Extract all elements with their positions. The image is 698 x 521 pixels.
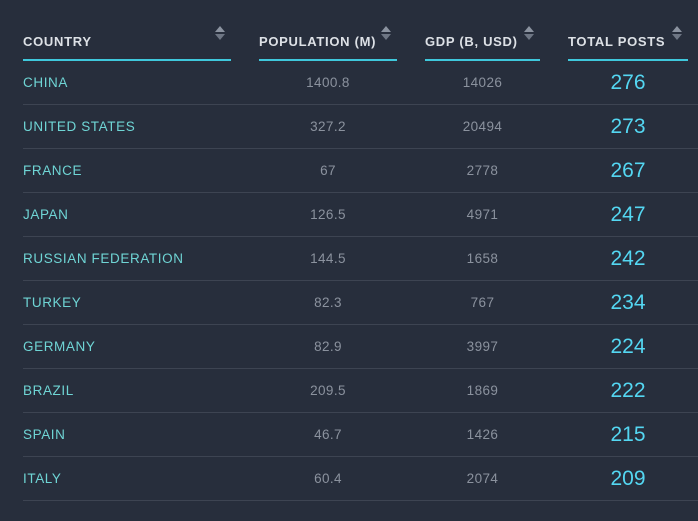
total-posts-cell: 209 [610,466,646,490]
gdp-cell: 1426 [466,427,499,442]
total-posts-cell: 242 [610,246,646,270]
country-cell: TURKEY [23,295,82,310]
table-row-germany: GERMANY 82.9 3997 224 [23,325,698,369]
total-posts-cell: 276 [610,70,646,94]
table-row-italy: ITALY 60.4 2074 209 [23,457,698,501]
gdp-cell: 14026 [462,75,503,90]
gdp-cell: 20494 [462,119,503,134]
sort-icon[interactable] [215,26,225,40]
population-cell: 82.3 [314,295,342,310]
country-cell: BRAZIL [23,383,74,398]
total-posts-cell: 273 [610,114,646,138]
table-row-united-states: UNITED STATES 327.2 20494 273 [23,105,698,149]
gdp-cell: 3997 [466,339,499,354]
country-cell: RUSSIAN FEDERATION [23,251,184,266]
column-header-country[interactable]: COUNTRY [23,26,231,61]
total-posts-cell: 234 [610,290,646,314]
population-cell: 1400.8 [306,75,350,90]
country-cell: FRANCE [23,163,83,178]
country-cell: ITALY [23,471,62,486]
population-cell: 82.9 [314,339,342,354]
table-row-spain: SPAIN 46.7 1426 215 [23,413,698,457]
population-cell: 46.7 [314,427,342,442]
column-header-country-label: COUNTRY [23,34,92,49]
column-header-gdp-label: GDP (B, USD) [425,34,518,49]
population-cell: 209.5 [310,383,346,398]
country-cell: GERMANY [23,339,96,354]
population-cell: 126.5 [310,207,346,222]
country-cell: JAPAN [23,207,69,222]
gdp-cell: 1658 [466,251,499,266]
gdp-cell: 1869 [466,383,499,398]
column-header-population[interactable]: POPULATION (M) [259,26,397,61]
column-header-total-posts-label: TOTAL POSTS [568,34,666,49]
gdp-cell: 2074 [466,471,499,486]
sort-icon[interactable] [524,26,534,40]
country-cell: CHINA [23,75,69,90]
total-posts-cell: 222 [610,378,646,402]
column-header-population-label: POPULATION (M) [259,34,377,49]
population-cell: 67 [320,163,336,178]
total-posts-cell: 267 [610,158,646,182]
population-cell: 60.4 [314,471,342,486]
gdp-cell: 767 [470,295,495,310]
table-row-turkey: TURKEY 82.3 767 234 [23,281,698,325]
total-posts-cell: 224 [610,334,646,358]
total-posts-cell: 247 [610,202,646,226]
gdp-cell: 4971 [466,207,499,222]
table-header-row: COUNTRY POPULATION (M) GDP (B, USD) TOTA… [23,0,688,61]
column-header-gdp[interactable]: GDP (B, USD) [425,26,540,61]
population-cell: 144.5 [310,251,346,266]
total-posts-cell: 215 [610,422,646,446]
gdp-cell: 2778 [466,163,499,178]
table-row-brazil: BRAZIL 209.5 1869 222 [23,369,698,413]
table-body: CHINA 1400.8 14026 276 UNITED STATES 327… [0,61,698,501]
table-row-japan: JAPAN 126.5 4971 247 [23,193,698,237]
table-row-russian-federation: RUSSIAN FEDERATION 144.5 1658 242 [23,237,698,281]
table-row-china: CHINA 1400.8 14026 276 [23,61,698,105]
population-cell: 327.2 [310,119,346,134]
country-cell: UNITED STATES [23,119,136,134]
sort-icon[interactable] [381,26,391,40]
sort-icon[interactable] [672,26,682,40]
country-cell: SPAIN [23,427,66,442]
column-header-total-posts[interactable]: TOTAL POSTS [568,26,688,61]
table-row-france: FRANCE 67 2778 267 [23,149,698,193]
